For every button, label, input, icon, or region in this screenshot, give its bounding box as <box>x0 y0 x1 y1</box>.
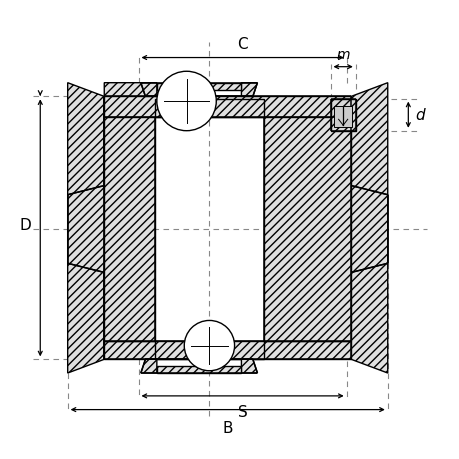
Polygon shape <box>104 97 350 118</box>
Polygon shape <box>67 186 104 273</box>
Text: B: B <box>222 420 232 435</box>
Polygon shape <box>154 341 264 359</box>
Polygon shape <box>104 341 350 359</box>
Text: d: d <box>414 108 424 123</box>
Polygon shape <box>264 118 350 341</box>
Polygon shape <box>67 84 104 373</box>
Circle shape <box>157 72 216 131</box>
Polygon shape <box>350 186 387 273</box>
Polygon shape <box>104 84 166 118</box>
Polygon shape <box>157 366 241 373</box>
Polygon shape <box>140 84 157 97</box>
Polygon shape <box>241 84 257 97</box>
Polygon shape <box>241 359 257 373</box>
Polygon shape <box>350 84 387 373</box>
Text: C: C <box>237 37 247 51</box>
Text: S: S <box>237 404 247 419</box>
Polygon shape <box>330 100 355 131</box>
Bar <box>334 107 351 128</box>
Polygon shape <box>104 118 154 341</box>
Text: m: m <box>336 48 349 62</box>
Polygon shape <box>140 359 157 373</box>
Circle shape <box>184 321 234 371</box>
Text: D: D <box>19 218 31 232</box>
Polygon shape <box>157 84 241 90</box>
Polygon shape <box>154 100 264 118</box>
